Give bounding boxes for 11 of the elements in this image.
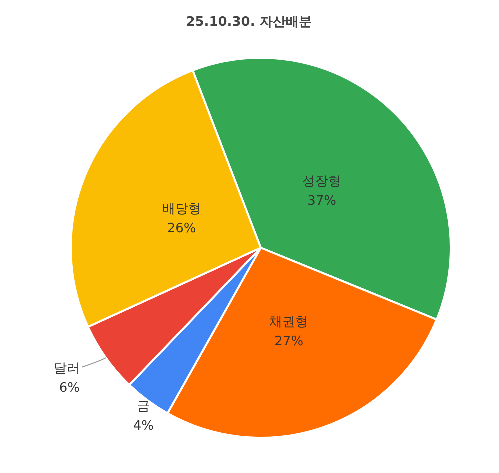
slice-label: 성장형 — [302, 174, 342, 190]
slice-label: 달러 — [54, 361, 80, 376]
slice-label: 금 — [137, 400, 150, 415]
data-label: 4% — [133, 419, 154, 434]
slice-label: 배당형 — [162, 202, 202, 218]
data-label: 6% — [59, 380, 80, 396]
data-label: 26% — [167, 222, 196, 237]
slice-label: 채권형 — [270, 315, 309, 330]
data-label: 27% — [274, 334, 304, 350]
data-label: 37% — [308, 194, 337, 210]
chart-title: 25.10.30. 자산배분 — [186, 15, 312, 30]
